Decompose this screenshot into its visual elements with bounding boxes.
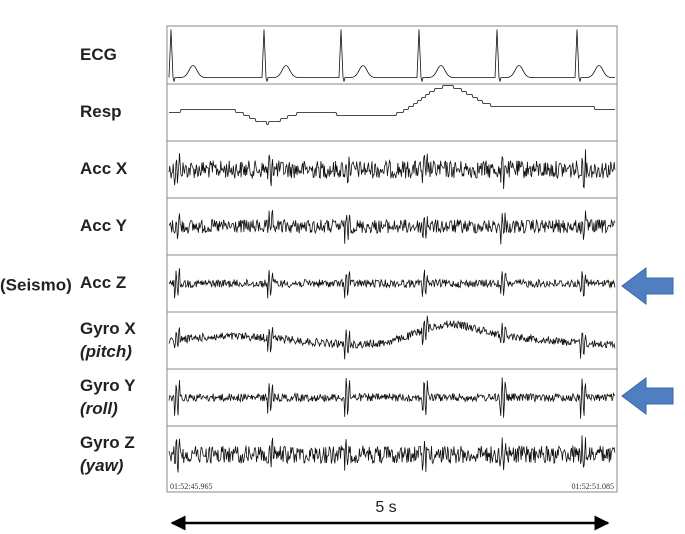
row-label: Gyro Y xyxy=(80,376,136,395)
row-label: Acc Y xyxy=(80,216,128,235)
trace xyxy=(168,315,616,360)
trace xyxy=(169,85,615,125)
end-time: 01:52:51.085 xyxy=(572,482,614,491)
panel-frame xyxy=(166,25,618,493)
trace xyxy=(168,29,615,82)
row-label: ECG xyxy=(80,45,117,64)
row-sublabel: (pitch) xyxy=(80,342,132,361)
trace xyxy=(168,268,616,299)
side-label: (Seismo) xyxy=(0,275,72,294)
row-label: Gyro Z xyxy=(80,433,135,452)
trace xyxy=(168,435,616,473)
pointer-arrow xyxy=(621,377,674,415)
trace xyxy=(168,377,616,419)
row-sublabel: (yaw) xyxy=(80,456,124,475)
row-label: Gyro X xyxy=(80,319,136,338)
start-time: 01:52:45.965 xyxy=(170,482,212,491)
row-label: Resp xyxy=(80,102,122,121)
row-sublabel: (roll) xyxy=(80,399,118,418)
duration-label: 5 s xyxy=(375,499,396,516)
traces xyxy=(167,29,617,473)
pointer-arrow xyxy=(621,267,674,305)
row-label: Acc Z xyxy=(80,273,126,292)
trace xyxy=(168,149,616,190)
row-label: Acc X xyxy=(80,159,128,178)
trace xyxy=(168,210,616,245)
